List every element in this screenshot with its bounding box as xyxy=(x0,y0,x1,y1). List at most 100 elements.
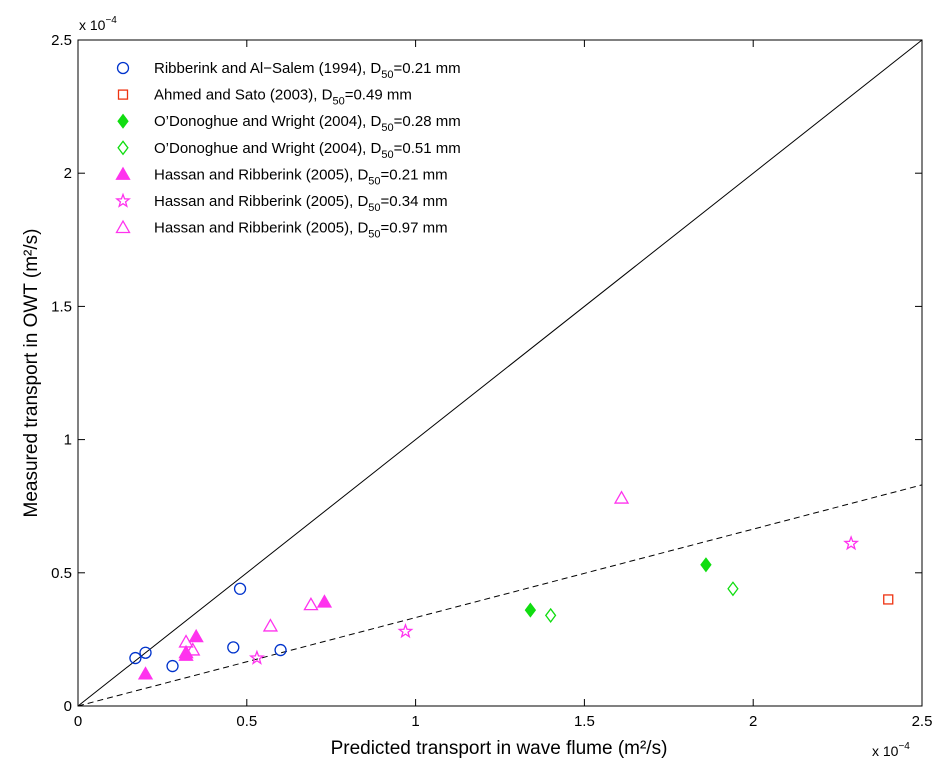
data-point xyxy=(883,594,894,605)
legend-label-value: =0.21 mm xyxy=(393,60,460,77)
legend-entry: O’Donoghue and Wright (2004), D50=0.28 m… xyxy=(117,113,461,134)
legend-marker xyxy=(117,140,129,156)
data-point xyxy=(233,582,247,595)
x-tick-label: 0.5 xyxy=(236,713,257,730)
y-axis-label: Measured transport in OWT (m²/s) xyxy=(21,229,42,518)
data-point xyxy=(185,642,201,656)
y-tick-label: 0.5 xyxy=(51,565,72,582)
legend-label-value: =0.21 mm xyxy=(381,166,448,183)
legend-entry: Hassan and Ribberink (2005), D50=0.21 mm xyxy=(115,166,448,187)
legend-label-main: O’Donoghue and Wright (2004), D xyxy=(154,113,382,130)
x-multiplier: x 10−4 xyxy=(872,741,910,759)
series-7 xyxy=(178,490,630,656)
x-tick-label: 1 xyxy=(411,713,419,730)
data-point xyxy=(227,641,240,654)
legend-label: Hassan and Ribberink (2005), D50=0.21 mm xyxy=(154,166,448,187)
data-point xyxy=(274,643,287,657)
data-points xyxy=(129,490,894,680)
data-point xyxy=(137,666,154,680)
legend-label: Ahmed and Sato (2003), D50=0.49 mm xyxy=(154,87,412,108)
legend-label-value: =0.51 mm xyxy=(394,140,461,157)
legend-label: O’Donoghue and Wright (2004), D50=0.28 m… xyxy=(154,113,461,134)
legend-entry: Ribberink and Al−Salem (1994), D50=0.21 … xyxy=(116,60,461,81)
x-multiplier-base: x 10 xyxy=(872,743,899,759)
legend-marker xyxy=(117,89,129,100)
data-point xyxy=(188,628,204,643)
data-point xyxy=(129,651,142,665)
data-point xyxy=(843,535,860,551)
y-multiplier-exponent: −4 xyxy=(105,15,117,26)
one-to-one-line xyxy=(77,39,923,707)
data-point xyxy=(316,594,333,608)
legend-label: Hassan and Ribberink (2005), D50=0.97 mm xyxy=(154,220,448,241)
legend-label-subscript: 50 xyxy=(332,96,344,108)
data-point xyxy=(166,659,179,673)
y-axis-ticks: 0 0.5 1 1.5 2 2.5 xyxy=(51,32,922,715)
legend-entry: Hassan and Ribberink (2005), D50=0.34 mm xyxy=(115,192,448,214)
data-point xyxy=(248,649,265,665)
series-5 xyxy=(137,594,333,680)
legend-label-value: =0.34 mm xyxy=(381,193,448,210)
data-point xyxy=(178,634,194,648)
legend-label-value: =0.49 mm xyxy=(345,87,412,104)
legend-label-main: Hassan and Ribberink (2005), D xyxy=(154,193,368,210)
data-point xyxy=(303,596,319,611)
series-1 xyxy=(129,582,287,673)
data-point xyxy=(613,490,630,504)
legend-label-main: O’Donoghue and Wright (2004), D xyxy=(154,140,382,157)
legend-marker xyxy=(115,219,131,234)
legend-label-value: =0.97 mm xyxy=(381,220,448,237)
legend-label-main: Hassan and Ribberink (2005), D xyxy=(154,220,368,237)
y-tick-label: 2.5 xyxy=(51,32,72,49)
x-axis-ticks: 0 0.5 1 1.5 2 2.5 xyxy=(74,40,933,730)
x-axis-label: Predicted transport in wave flume (m²/s) xyxy=(331,738,668,759)
y-tick-label: 0 xyxy=(64,698,72,715)
data-point xyxy=(727,581,739,597)
y-multiplier-base: x 10 xyxy=(79,17,106,33)
legend-label-main: Hassan and Ribberink (2005), D xyxy=(154,166,368,183)
y-tick-label: 1.5 xyxy=(51,298,72,315)
plot-frame xyxy=(77,39,923,707)
legend-label: Ribberink and Al−Salem (1994), D50=0.21 … xyxy=(154,60,461,81)
x-tick-label: 2.5 xyxy=(912,713,933,730)
series-3 xyxy=(524,557,712,618)
x-tick-label: 2 xyxy=(749,713,757,730)
legend-label-value: =0.28 mm xyxy=(394,113,461,130)
legend-label-main: Ahmed and Sato (2003), D xyxy=(154,87,333,104)
legend-label-subscript: 50 xyxy=(381,122,393,134)
legend-marker xyxy=(115,192,131,208)
data-point xyxy=(397,623,414,639)
legend-entry: Ahmed and Sato (2003), D50=0.49 mm xyxy=(117,87,412,108)
dashed-reference-line xyxy=(77,484,923,707)
legend-entry: Hassan and Ribberink (2005), D50=0.97 mm xyxy=(115,219,448,241)
series-4 xyxy=(544,581,739,624)
legend: Ribberink and Al−Salem (1994), D50=0.21 … xyxy=(115,60,461,241)
x-tick-label: 0 xyxy=(74,713,82,730)
legend-marker xyxy=(115,166,131,180)
y-tick-label: 2 xyxy=(64,165,72,182)
x-multiplier-exponent: −4 xyxy=(898,741,910,752)
legend-label-subscript: 50 xyxy=(368,202,380,214)
series-2 xyxy=(883,594,894,605)
legend-label-subscript: 50 xyxy=(381,149,393,161)
reference-lines xyxy=(77,39,923,707)
data-point xyxy=(700,557,712,573)
legend-entry: O’Donoghue and Wright (2004), D50=0.51 m… xyxy=(117,140,461,161)
legend-marker xyxy=(117,113,129,129)
y-multiplier: x 10−4 xyxy=(79,15,117,33)
data-point xyxy=(524,602,537,618)
data-point xyxy=(262,618,279,632)
legend-label: O’Donoghue and Wright (2004), D50=0.51 m… xyxy=(154,140,461,161)
y-tick-label: 1 xyxy=(64,432,72,449)
legend-label: Hassan and Ribberink (2005), D50=0.34 mm xyxy=(154,193,448,214)
legend-marker xyxy=(116,61,130,75)
legend-label-subscript: 50 xyxy=(368,175,380,187)
legend-label-subscript: 50 xyxy=(381,69,393,81)
data-point xyxy=(139,646,152,659)
x-tick-label: 1.5 xyxy=(574,713,595,730)
data-point xyxy=(544,607,557,624)
legend-label-main: Ribberink and Al−Salem (1994), D xyxy=(154,60,381,77)
legend-label-subscript: 50 xyxy=(368,229,380,241)
